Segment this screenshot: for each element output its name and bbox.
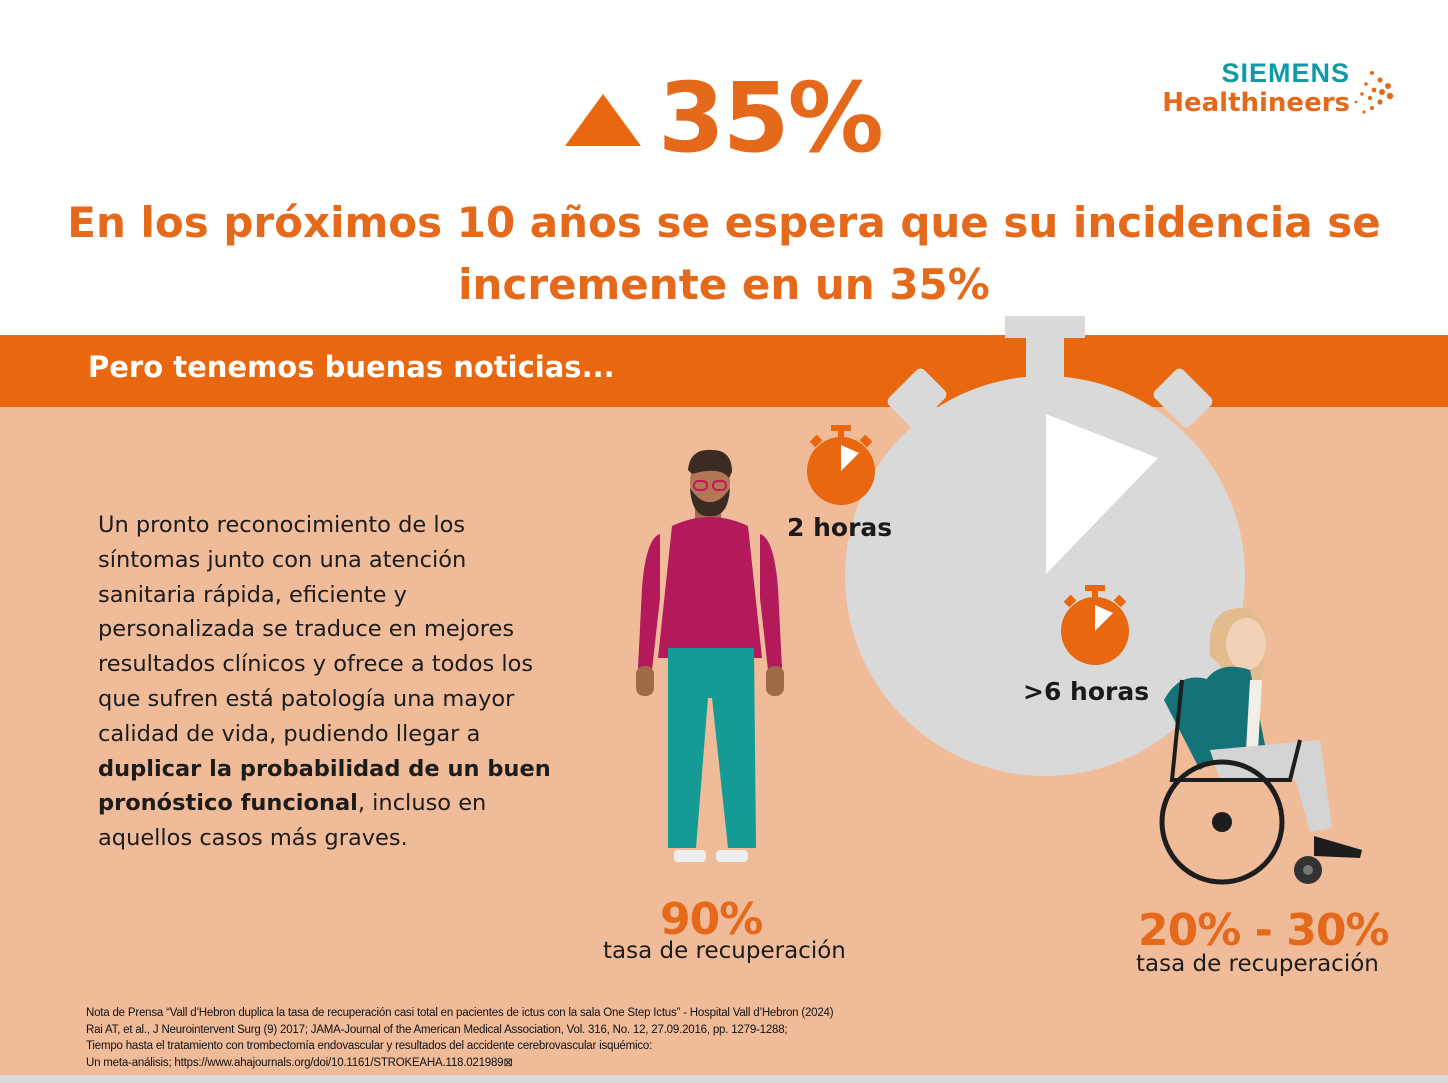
footnote-line: Un meta-análisis; https://www.ahajournal… xyxy=(86,1056,513,1069)
small-stopwatch-icon xyxy=(807,425,875,505)
recovery-percent-fast: 90% xyxy=(660,894,763,945)
wheelchair-woman-illustration xyxy=(1159,608,1362,885)
healthineers-dots-icon xyxy=(1354,71,1394,114)
headline: En los próximos 10 años se espera que su… xyxy=(67,198,1381,309)
footnote-line: Nota de Prensa “Vall d’Hebron duplica la… xyxy=(86,1007,834,1019)
body-paragraph: Un pronto reconocimiento de los síntomas… xyxy=(98,508,568,856)
big-percent: 35% xyxy=(658,62,884,174)
big-stopwatch-icon xyxy=(845,316,1245,776)
siemens-logo-text: SIEMENS xyxy=(1221,58,1350,88)
standing-man-illustration xyxy=(636,449,784,862)
time-label-slow: >6 horas xyxy=(1023,677,1150,706)
increase-triangle-icon xyxy=(565,94,641,146)
time-label-fast: 2 horas xyxy=(787,513,893,542)
small-stopwatch-icon xyxy=(1061,585,1129,665)
footnote-line: Rai AT, et al., J Neurointervent Surg (9… xyxy=(86,1023,788,1036)
recovery-percent-slow: 20% - 30% xyxy=(1138,905,1390,956)
body-text-part2: , incluso en aquellos casos más graves. xyxy=(98,790,487,852)
banner-text: Pero tenemos buenas noticias... xyxy=(88,350,615,384)
footnote-line: Tiempo hasta el tratamiento con trombect… xyxy=(86,1040,653,1052)
footnotes: Nota de Prensa “Vall d’Hebron duplica la… xyxy=(86,1005,1046,1071)
body-text-part1: Un pronto reconocimiento de los síntomas… xyxy=(98,512,534,747)
healthineers-logo-text: Healthineers xyxy=(1162,88,1350,118)
recovery-label-fast: tasa de recuperación xyxy=(603,938,846,964)
body-text-bold: duplicar la probabilidad de un buen pron… xyxy=(98,755,551,817)
recovery-label-slow: tasa de recuperación xyxy=(1136,951,1379,977)
bottom-divider xyxy=(0,1075,1448,1083)
